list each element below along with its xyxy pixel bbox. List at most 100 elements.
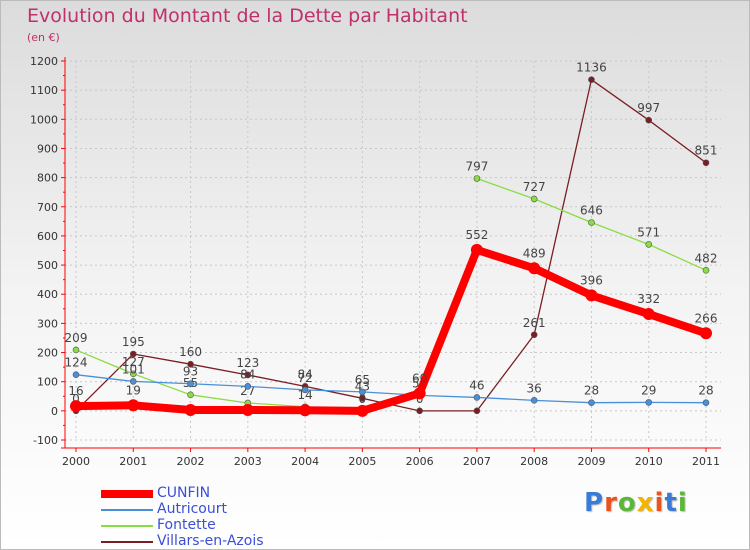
data-label: 60 bbox=[412, 371, 427, 385]
y-tick-label: 700 bbox=[37, 201, 58, 214]
chart-subtitle: (en €) bbox=[27, 31, 60, 44]
y-tick-label: 900 bbox=[37, 142, 58, 155]
data-point bbox=[129, 350, 137, 358]
x-tick-label: 2004 bbox=[291, 455, 319, 468]
data-point bbox=[416, 407, 423, 415]
y-tick-label: 1200 bbox=[30, 55, 58, 68]
data-label: 16 bbox=[68, 384, 83, 398]
y-tick-label: 1100 bbox=[30, 84, 58, 97]
data-point bbox=[702, 159, 710, 167]
data-label: 101 bbox=[122, 362, 145, 376]
data-point bbox=[72, 346, 80, 354]
data-label: 84 bbox=[240, 367, 255, 381]
data-label: 396 bbox=[580, 273, 603, 287]
series-line-villars-en-azois bbox=[75, 79, 707, 412]
data-label: 997 bbox=[637, 101, 660, 115]
data-point bbox=[473, 394, 481, 401]
data-point bbox=[702, 267, 710, 274]
data-label: 209 bbox=[65, 331, 88, 345]
data-point bbox=[585, 289, 598, 302]
data-point bbox=[645, 241, 653, 248]
data-label: 482 bbox=[695, 251, 718, 265]
data-point bbox=[413, 387, 426, 400]
data-label: 0 bbox=[359, 392, 367, 406]
legend-label: CUNFIN bbox=[157, 485, 211, 501]
data-point bbox=[129, 378, 137, 385]
y-tick-label: 0 bbox=[51, 405, 58, 418]
x-tick-label: 2008 bbox=[520, 455, 548, 468]
x-tick-label: 2010 bbox=[635, 455, 663, 468]
data-point bbox=[473, 407, 481, 415]
data-label: 797 bbox=[465, 159, 488, 173]
data-label: 332 bbox=[637, 292, 660, 306]
data-point bbox=[588, 76, 595, 83]
data-label: 43 bbox=[355, 379, 370, 393]
legend-swatch bbox=[101, 490, 153, 498]
data-label: 261 bbox=[523, 316, 546, 330]
data-label: 127 bbox=[122, 355, 145, 369]
data-point bbox=[470, 243, 483, 256]
data-label: 72 bbox=[297, 371, 312, 385]
chart-title: Evolution du Montant de la Dette par Hab… bbox=[27, 5, 468, 27]
data-label: 195 bbox=[122, 335, 145, 349]
y-tick-label: 100 bbox=[37, 376, 58, 389]
data-label: 266 bbox=[695, 311, 718, 325]
data-label: 65 bbox=[355, 373, 370, 387]
legend-swatch bbox=[101, 509, 153, 511]
data-point bbox=[244, 371, 252, 379]
proxiti-logo: Proxiti bbox=[584, 488, 688, 518]
data-point bbox=[301, 386, 309, 394]
data-label: 1136 bbox=[576, 61, 607, 75]
data-point bbox=[359, 388, 366, 396]
legend-swatch bbox=[101, 525, 153, 527]
series-line-cunfin bbox=[72, 245, 710, 415]
data-label: 851 bbox=[695, 144, 718, 158]
data-label: 84 bbox=[297, 367, 312, 381]
data-label: 123 bbox=[236, 356, 259, 370]
x-tick-label: 2007 bbox=[463, 455, 491, 468]
data-point bbox=[359, 395, 366, 402]
y-tick-label: 300 bbox=[37, 317, 58, 330]
data-point bbox=[702, 399, 710, 406]
data-point bbox=[72, 371, 80, 378]
data-point bbox=[645, 116, 653, 124]
data-point bbox=[700, 327, 712, 340]
data-point bbox=[127, 399, 140, 412]
y-tick-label: -100 bbox=[33, 434, 58, 447]
data-point bbox=[530, 397, 538, 404]
data-point bbox=[588, 399, 595, 406]
data-label: 27 bbox=[240, 384, 255, 398]
data-label: 29 bbox=[641, 383, 656, 397]
x-tick-label: 2001 bbox=[119, 455, 147, 468]
x-tick-label: 2002 bbox=[177, 455, 205, 468]
data-point bbox=[184, 403, 197, 416]
x-tick-label: 2003 bbox=[234, 455, 262, 468]
legend-label: Fontette bbox=[157, 517, 216, 533]
data-point bbox=[356, 404, 369, 417]
data-label: 46 bbox=[469, 378, 484, 392]
y-tick-label: 600 bbox=[37, 230, 58, 243]
data-label: 0 bbox=[72, 392, 80, 406]
y-tick-label: 500 bbox=[37, 259, 58, 272]
data-point bbox=[241, 403, 254, 416]
legend-swatch bbox=[101, 541, 153, 543]
data-label: 28 bbox=[584, 384, 599, 398]
x-tick-label: 2006 bbox=[406, 455, 434, 468]
data-point bbox=[187, 380, 194, 388]
data-point bbox=[187, 360, 194, 368]
legend-label: Villars-en-Azois bbox=[157, 533, 264, 549]
data-label: 571 bbox=[637, 225, 660, 239]
data-label: 727 bbox=[523, 180, 546, 194]
data-label: 552 bbox=[465, 228, 488, 242]
y-tick-label: 200 bbox=[37, 347, 58, 360]
data-point bbox=[588, 219, 595, 226]
data-label: 160 bbox=[179, 345, 202, 359]
data-point bbox=[70, 400, 82, 413]
x-tick-label: 2011 bbox=[692, 455, 720, 468]
x-tick-label: 2000 bbox=[62, 455, 90, 468]
series-line-autricourt bbox=[75, 374, 707, 404]
data-point bbox=[528, 262, 541, 275]
data-point bbox=[642, 308, 655, 321]
